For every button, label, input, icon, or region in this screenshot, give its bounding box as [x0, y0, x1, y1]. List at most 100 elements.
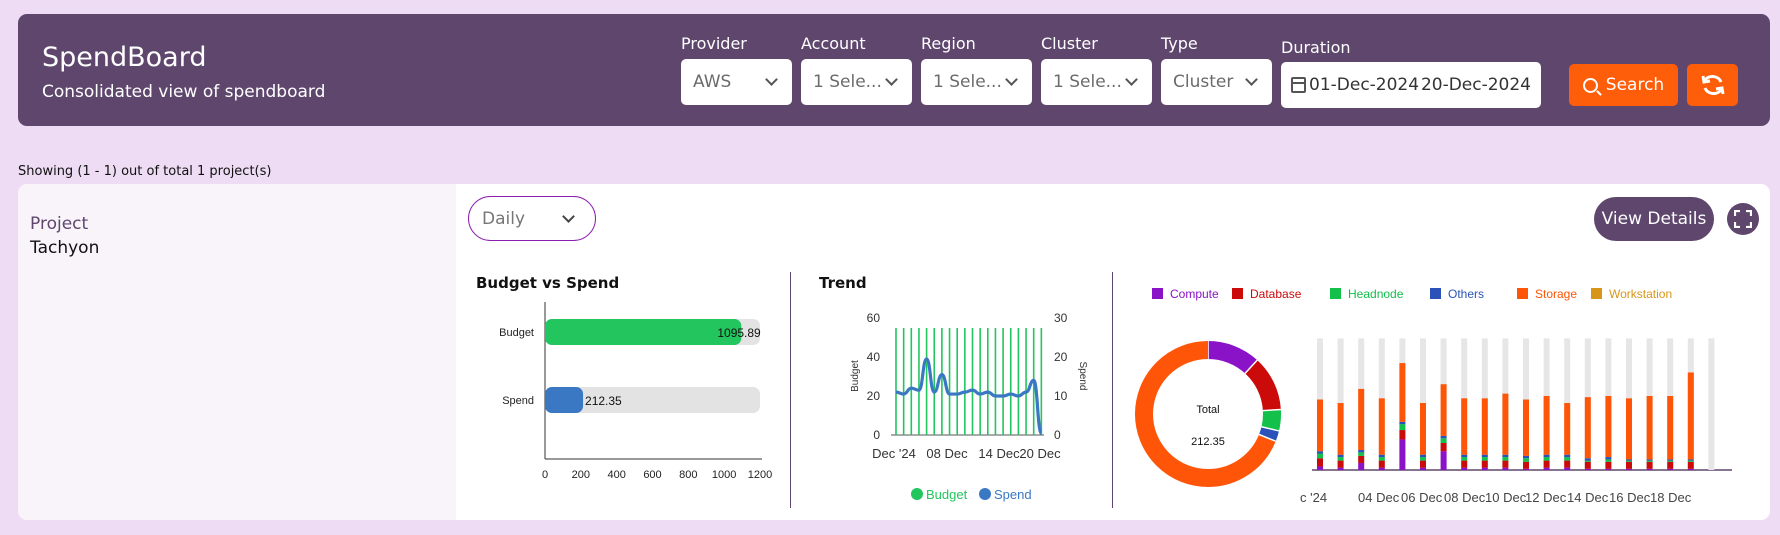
stack-segment: [1399, 421, 1406, 425]
stack-segment: [1399, 430, 1406, 440]
period-select[interactable]: Daily: [468, 196, 596, 241]
stack-segment: [1337, 403, 1344, 455]
stack-segment: [1317, 466, 1323, 470]
stack-segment: [1646, 468, 1653, 470]
stack-segment: [1564, 454, 1571, 458]
stack-segment: [1378, 460, 1385, 468]
stack-segment: [1337, 454, 1344, 458]
project-label: Project: [30, 214, 89, 234]
legend-swatch: [1430, 288, 1441, 299]
legend-label: Storage: [1535, 287, 1577, 301]
legend-label: Compute: [1170, 287, 1219, 301]
stack-segment: [1564, 403, 1571, 455]
slice-separator: [1262, 408, 1281, 412]
stack-segment: [1378, 398, 1385, 455]
x-tick-label: 10 Dec: [1485, 490, 1527, 505]
fullscreen-button[interactable]: [1727, 203, 1759, 235]
project-name: Tachyon: [30, 238, 100, 258]
filter-label: Provider: [681, 34, 747, 53]
select-value: 1 Sele...: [1053, 72, 1122, 92]
duration-end: 20-Dec-2024: [1420, 75, 1531, 95]
stack-segment: [1646, 461, 1653, 469]
filter-provider: Provider AWS: [681, 34, 792, 105]
legend-label: Workstation: [1609, 287, 1672, 301]
legend-swatch: [1330, 288, 1341, 299]
y-tick-label: 40: [867, 350, 881, 364]
filter-label: Duration: [1281, 38, 1351, 57]
search-button[interactable]: Search: [1569, 64, 1678, 106]
type-select[interactable]: Cluster: [1161, 59, 1272, 105]
stack-segment: [1461, 457, 1468, 461]
chevron-down-icon: [1245, 73, 1258, 86]
y-tick-label: 0: [873, 428, 880, 442]
filter-label: Type: [1161, 34, 1198, 53]
bar-data-label: 1095.89: [717, 326, 761, 340]
chevron-down-icon: [1005, 73, 1018, 86]
view-details-button[interactable]: View Details: [1594, 197, 1714, 241]
refresh-button[interactable]: [1687, 64, 1738, 106]
search-icon: [1582, 77, 1598, 93]
budget-vs-spend-title: Budget vs Spend: [476, 274, 620, 292]
y-tick-label: 60: [867, 311, 881, 325]
stack-segment: [1605, 461, 1612, 469]
y2-tick-label: 10: [1054, 389, 1068, 403]
app-subtitle: Consolidated view of spendboard: [42, 82, 326, 102]
stack-segment: [1420, 454, 1426, 458]
cluster-select[interactable]: 1 Sele...: [1041, 59, 1152, 105]
stack-segment: [1461, 454, 1468, 458]
stack-segment: [1337, 457, 1344, 461]
stack-segment: [1605, 459, 1612, 462]
duration-picker[interactable]: 01-Dec-2024 20-Dec-2024: [1281, 62, 1541, 108]
app-title: SpendBoard: [42, 42, 207, 73]
provider-select[interactable]: AWS: [681, 59, 792, 105]
y-axis-label: Budget: [850, 360, 861, 392]
cost-breakdown-donut: Total 212.35: [1135, 341, 1281, 487]
account-select[interactable]: 1 Sele...: [801, 59, 912, 105]
category-label: Budget: [499, 327, 534, 339]
x-tick-label: 800: [679, 469, 697, 481]
legend-budget-label: Budget: [926, 487, 968, 502]
budget-cap-bar: [1708, 338, 1715, 470]
x-tick-label: 600: [643, 469, 661, 481]
stack-segment: [1523, 468, 1529, 470]
stack-segment: [1626, 398, 1632, 460]
stack-segment: [1440, 384, 1447, 436]
stack-segment: [1358, 455, 1365, 463]
filter-cluster: Cluster 1 Sele...: [1041, 34, 1152, 105]
x-tick-label: 12 Dec: [1525, 490, 1567, 505]
stack-segment: [1317, 453, 1323, 459]
stack-segment: [1626, 459, 1632, 461]
legend-label: Headnode: [1348, 287, 1404, 301]
stack-segment: [1440, 451, 1447, 470]
refresh-icon: [1701, 74, 1724, 96]
x-tick-label: 06 Dec: [1401, 490, 1443, 505]
stack-segment: [1481, 460, 1488, 468]
category-legend: Compute Database Headnode Others Storage Work…: [1152, 287, 1672, 301]
stack-segment: [1502, 460, 1509, 468]
slice-separator: [1261, 426, 1280, 432]
stack-segment: [1523, 455, 1529, 459]
stack-segment: [1358, 388, 1365, 451]
stack-segment: [1605, 395, 1612, 458]
donut-center-value: 212.35: [1191, 436, 1225, 448]
stack-segment: [1605, 457, 1612, 460]
stack-segment: [1358, 450, 1365, 453]
select-value: AWS: [693, 72, 732, 92]
x-tick-label: 200: [572, 469, 590, 481]
filter-label: Region: [921, 34, 976, 53]
y2-tick-label: 20: [1054, 350, 1068, 364]
legend-swatch: [1152, 288, 1163, 299]
select-value: 1 Sele...: [933, 72, 1002, 92]
region-select[interactable]: 1 Sele...: [921, 59, 1032, 105]
legend-label: Others: [1448, 287, 1484, 301]
stack-segment: [1687, 372, 1694, 460]
trend-chart: 0 20 40 60 0 10 20 30 Budget Spend Dec '24 08 Dec 14…: [850, 311, 1088, 502]
legend-spend-swatch: [979, 488, 991, 500]
stack-segment: [1667, 461, 1674, 469]
stack-segment: [1543, 454, 1550, 458]
filter-duration: Duration 01-Dec-2024 20-Dec-2024: [1281, 38, 1541, 108]
stack-segment: [1584, 461, 1591, 469]
divider: [790, 272, 791, 508]
chevron-down-icon: [885, 73, 898, 86]
